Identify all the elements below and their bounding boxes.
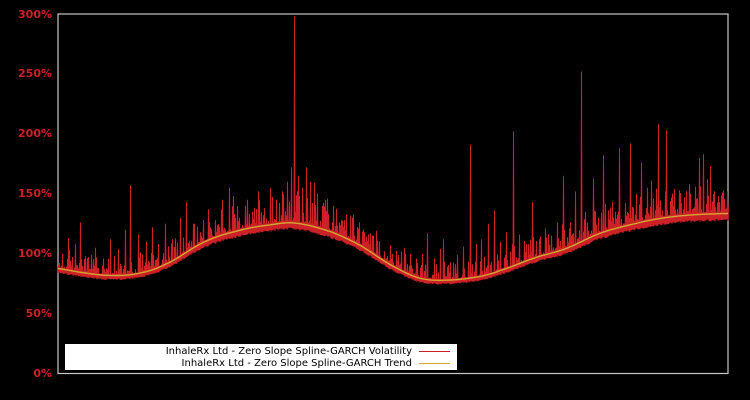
trend-series-line: [57, 212, 729, 281]
y-axis-tick-label: 150%: [18, 187, 52, 201]
legend: InhaleRx Ltd - Zero Slope Spline-GARCH V…: [65, 344, 457, 370]
legend-line-sample-trend: [419, 362, 450, 364]
y-axis-tick-label: 0%: [33, 367, 52, 380]
plot-frame: [57, 13, 729, 375]
y-axis-tick-label: 100%: [18, 247, 52, 261]
y-axis-tick-label: 300%: [18, 7, 52, 21]
y-axis-tick-label: 250%: [18, 67, 52, 81]
y-axis-tick-label: 50%: [25, 307, 52, 321]
legend-label-volatility: InhaleRx Ltd - Zero Slope Spline-GARCH V…: [165, 345, 412, 357]
legend-item-volatility: InhaleRx Ltd - Zero Slope Spline-GARCH V…: [65, 345, 457, 357]
legend-item-trend: InhaleRx Ltd - Zero Slope Spline-GARCH T…: [65, 357, 457, 369]
y-axis: 0% 50% 100% 150% 200% 250% 300%: [0, 0, 52, 400]
legend-label-trend: InhaleRx Ltd - Zero Slope Spline-GARCH T…: [181, 357, 412, 369]
volatility-series-line: [57, 16, 729, 285]
legend-line-sample-volatility: [419, 350, 450, 352]
y-axis-tick-label: 200%: [18, 127, 52, 141]
